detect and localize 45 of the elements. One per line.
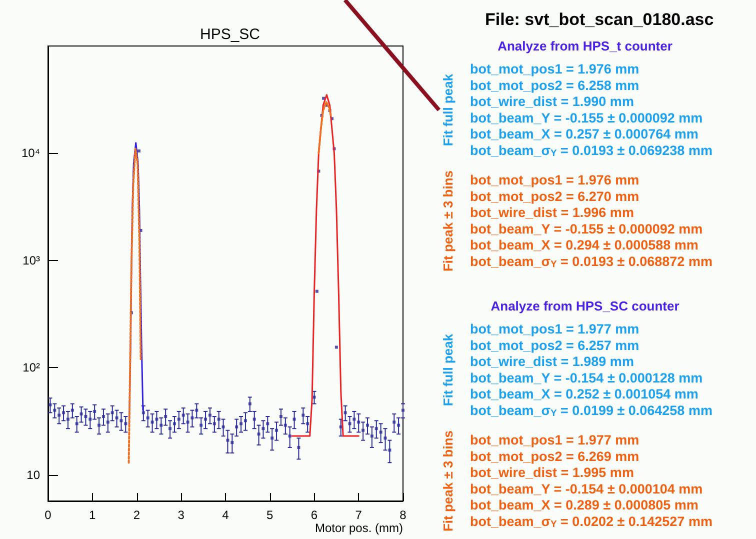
text: bot_wire_dist = 1.990 mm bbox=[470, 94, 634, 110]
text: bot_wire_dist = 1.989 mm bbox=[470, 354, 634, 370]
text: bot_beam_Y = -0.154 ± 0.000104 mm bbox=[470, 481, 703, 496]
text: bot_mot_pos1 = 1.976 mm bbox=[470, 62, 640, 76]
text: bot_mot_pos2 = 6.258 mm bbox=[470, 78, 640, 93]
y-tick-label: 10 bbox=[26, 468, 40, 482]
text: Fit peak ± 3 bins bbox=[440, 430, 456, 532]
y-tick-label: 10⁴ bbox=[21, 146, 40, 160]
text: bot_mot_pos2 = 6.257 mm bbox=[470, 338, 640, 353]
text: File: svt_bot_scan_0180.asc bbox=[485, 10, 714, 29]
text: bot_beam_X = 0.252 ± 0.001054 mm bbox=[470, 386, 698, 402]
x-tick-label: 6 bbox=[310, 508, 318, 522]
chart-title: HPS_SC bbox=[200, 26, 260, 43]
text: bot_beam_X = 0.294 ± 0.000588 mm bbox=[470, 238, 698, 253]
text: bot_mot_pos1 = 1.977 mm bbox=[470, 322, 640, 336]
text: Fit peak ± 3 bins bbox=[440, 170, 456, 272]
line-series bbox=[318, 101, 332, 154]
x-axis-title: Motor pos. (mm) bbox=[314, 521, 403, 535]
text: bot_mot_pos2 = 6.270 mm bbox=[470, 188, 640, 204]
y-tick-label: 10³ bbox=[22, 253, 40, 268]
text: bot_wire_dist = 1.995 mm bbox=[470, 465, 634, 480]
x-tick-label: 1 bbox=[89, 508, 96, 522]
x-tick-label: 3 bbox=[178, 508, 185, 522]
text: bot_beam_X = 0.289 ± 0.000805 mm bbox=[470, 498, 698, 513]
text: bot_mot_pos2 = 6.269 mm bbox=[470, 448, 640, 464]
text: Analyze from HPS_SC counter bbox=[490, 298, 680, 314]
text: bot_beam_Y = -0.155 ± 0.000092 mm bbox=[470, 221, 703, 236]
line-series bbox=[128, 142, 144, 424]
text: bot_wire_dist = 1.996 mm bbox=[470, 205, 634, 220]
x-tick-label: 4 bbox=[222, 508, 230, 522]
x-tick-label: 7 bbox=[355, 508, 362, 522]
line-series bbox=[128, 148, 142, 464]
text: Analyze from HPS_t counter bbox=[498, 38, 672, 54]
text: bot_mot_pos1 = 1.977 mm bbox=[470, 432, 640, 448]
x-tick-label: 8 bbox=[400, 508, 407, 522]
x-tick-label: 2 bbox=[133, 508, 140, 522]
text: Fit full peak bbox=[440, 73, 456, 146]
text: bot_beam_Y = -0.154 ± 0.000128 mm bbox=[470, 370, 703, 386]
text: bot_mot_pos1 = 1.976 mm bbox=[470, 172, 640, 188]
text: bot_beam_Y = -0.155 ± 0.000092 mm bbox=[470, 110, 703, 126]
y-tick-label: 10² bbox=[22, 360, 40, 375]
text: bot_beam_X = 0.257 ± 0.000764 mm bbox=[470, 126, 698, 142]
x-tick-label: 0 bbox=[44, 508, 52, 522]
x-tick-label: 5 bbox=[266, 508, 274, 522]
text: Fit full peak bbox=[440, 333, 456, 406]
